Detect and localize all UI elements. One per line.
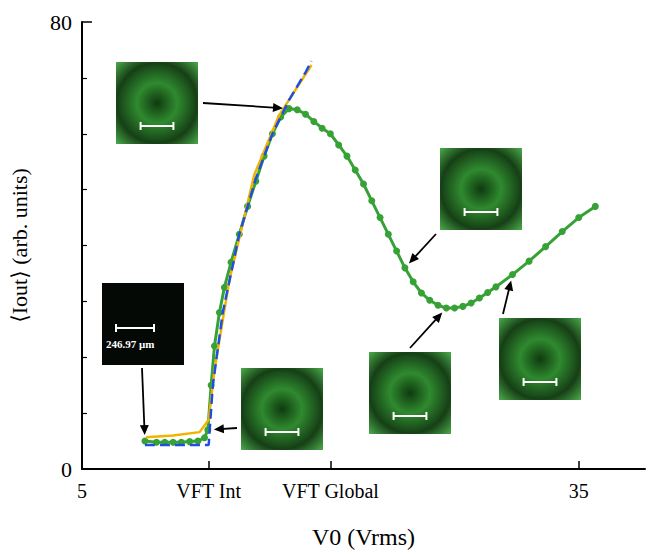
svg-text:35: 35: [569, 480, 589, 502]
svg-text:⟨Iout⟩ (arb. units): ⟨Iout⟩ (arb. units): [7, 168, 32, 323]
svg-text:246.97 μm: 246.97 μm: [106, 338, 154, 350]
svg-text:0: 0: [61, 457, 72, 482]
svg-text:80: 80: [50, 10, 72, 35]
svg-text:5: 5: [77, 480, 87, 502]
svg-text:VFT Global: VFT Global: [282, 480, 379, 502]
svg-text:VFT Int: VFT Int: [176, 480, 241, 502]
svg-text:V0 (Vrms): V0 (Vrms): [312, 524, 415, 550]
